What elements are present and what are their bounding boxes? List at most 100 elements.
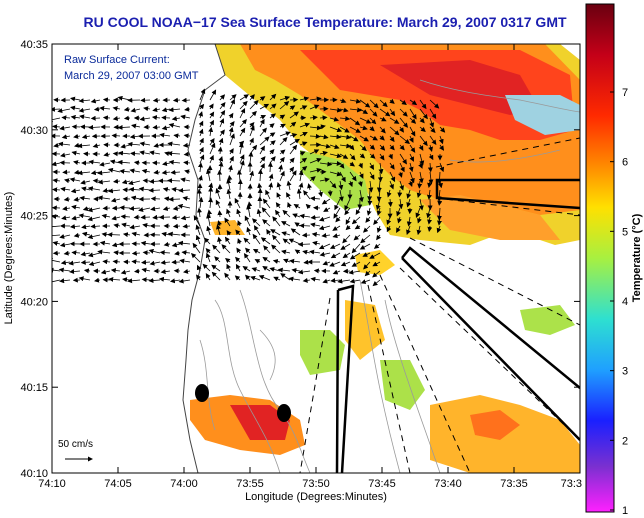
current-vector — [90, 98, 101, 104]
current-vector — [88, 124, 101, 130]
current-vector — [61, 115, 71, 121]
current-vector — [52, 240, 61, 246]
current-vector — [119, 168, 131, 174]
current-vector — [337, 278, 351, 284]
current-vector — [199, 146, 204, 155]
colorbar-tick-label: 6 — [622, 157, 628, 169]
y-axis-label: Latitude (Degrees:Minutes) — [3, 192, 15, 325]
current-vector — [78, 98, 91, 104]
current-vector — [379, 144, 386, 151]
current-vector — [318, 243, 331, 250]
current-vector — [310, 276, 321, 282]
current-vector — [102, 115, 111, 121]
current-vector — [369, 144, 376, 150]
current-vector — [148, 187, 161, 193]
current-vector — [427, 162, 433, 173]
current-vector — [279, 123, 286, 129]
current-vector — [212, 244, 221, 254]
current-vector — [319, 251, 331, 257]
current-vector — [409, 99, 418, 106]
current-vector — [309, 133, 321, 139]
colorbar-tick-label: 4 — [622, 296, 628, 308]
current-vector — [282, 209, 291, 218]
current-vector — [369, 117, 377, 125]
current-vector — [438, 180, 443, 189]
current-vector — [409, 108, 417, 120]
x-axis-label: Longitude (Degrees:Minutes) — [245, 491, 387, 503]
current-vector — [338, 189, 344, 202]
current-vector — [244, 215, 251, 227]
current-vector — [152, 124, 161, 130]
current-vector — [217, 146, 223, 155]
current-vector — [279, 131, 291, 137]
current-vector — [297, 269, 311, 275]
current-vector — [179, 258, 191, 264]
current-vector — [368, 180, 374, 193]
current-vector — [226, 230, 232, 236]
current-vector — [429, 108, 437, 120]
current-vector — [329, 153, 342, 159]
current-vector — [299, 223, 311, 229]
current-vector — [208, 197, 214, 209]
current-vector — [349, 117, 361, 126]
current-vector — [259, 103, 270, 110]
current-vector — [219, 118, 225, 128]
current-vector — [228, 164, 233, 173]
x-tick-label: 73:40 — [434, 478, 462, 490]
current-vector — [108, 276, 121, 282]
current-vector — [329, 243, 341, 249]
current-vector — [329, 126, 343, 133]
current-vector — [397, 216, 402, 224]
current-vector — [229, 98, 235, 110]
current-vector — [162, 187, 171, 192]
current-vector — [332, 233, 341, 239]
current-vector — [73, 160, 81, 165]
current-vector — [198, 111, 204, 119]
current-vector — [427, 225, 433, 232]
current-vector — [217, 210, 223, 218]
current-vector — [340, 243, 351, 250]
current-vector — [362, 252, 371, 257]
current-vector — [275, 209, 281, 218]
current-vector — [329, 107, 343, 113]
current-vector — [59, 125, 71, 131]
current-vector — [378, 162, 384, 175]
current-vector — [322, 278, 331, 284]
current-vector — [214, 256, 221, 263]
current-vector — [262, 265, 271, 272]
current-vector — [389, 98, 395, 104]
current-vector — [339, 134, 352, 140]
current-vector — [130, 151, 141, 157]
bathymetry-contours — [199, 79, 580, 473]
current-vector — [209, 119, 214, 128]
current-vector — [372, 261, 381, 267]
current-vector — [351, 216, 361, 225]
current-vector — [158, 276, 171, 282]
current-vector — [289, 157, 295, 164]
current-vector — [90, 223, 101, 229]
current-vector — [113, 223, 121, 229]
current-vector — [249, 110, 257, 119]
current-vector — [267, 161, 273, 173]
current-vector — [206, 168, 211, 182]
current-vector — [439, 144, 445, 151]
current-vector — [221, 244, 231, 254]
current-vector — [259, 118, 265, 128]
current-vector — [58, 267, 71, 273]
current-vector — [338, 180, 344, 191]
current-vector — [218, 137, 224, 146]
current-vector — [299, 96, 310, 102]
current-vector — [369, 99, 379, 109]
current-vector — [266, 229, 272, 236]
current-vector — [87, 207, 101, 213]
current-vector — [319, 143, 331, 149]
current-vector — [349, 135, 359, 142]
current-vector — [196, 264, 202, 272]
current-vector — [436, 207, 442, 221]
current-vector — [319, 177, 330, 183]
current-vector — [376, 180, 382, 193]
current-vector — [399, 144, 405, 151]
current-vector — [389, 162, 395, 170]
current-vector — [279, 170, 285, 182]
current-vector — [193, 215, 201, 227]
